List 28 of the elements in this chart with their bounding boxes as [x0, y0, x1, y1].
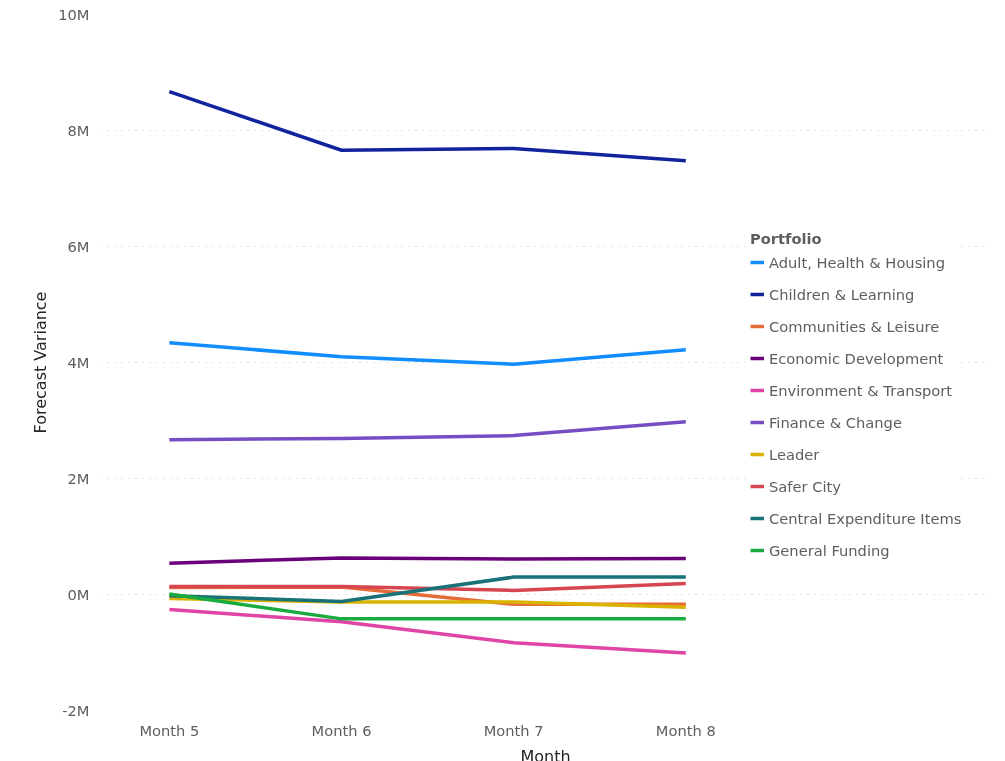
legend-label: Environment & Transport [769, 380, 953, 400]
y-tick-label: 2M [67, 470, 90, 487]
x-tick-label: Month 8 [655, 721, 716, 739]
x-tick-label: Month 7 [483, 721, 544, 739]
y-axis-title: Forecast Variance [31, 291, 51, 434]
y-tick-label: 4M [67, 354, 90, 371]
y-tick-label: 0M [67, 586, 90, 603]
x-axis-title: Month [520, 746, 571, 761]
y-tick-label: 10M [58, 6, 90, 23]
line-series [167, 419, 688, 442]
legend-label: Central Expenditure Items [769, 508, 962, 528]
legend-label: Safer City [769, 476, 841, 496]
y-tick-label: 6M [67, 238, 90, 255]
x-tick-label: Month 5 [139, 721, 200, 739]
legend-label: Children & Learning [769, 284, 915, 304]
legend-label: Economic Development [769, 348, 944, 368]
x-tick-label: Month 6 [311, 721, 372, 739]
legend-label: Finance & Change [769, 412, 902, 432]
line-series [167, 607, 688, 655]
y-tick-label: 8M [67, 122, 90, 139]
legend-title: Portfolio [750, 230, 823, 247]
legend-label: Adult, Health & Housing [769, 252, 945, 272]
legend-label: Leader [769, 444, 820, 464]
y-tick-label: -2M [62, 702, 90, 719]
line-series [167, 341, 688, 366]
line-series [167, 89, 688, 163]
legend-label: Communities & Leisure [769, 316, 940, 336]
legend-label: General Funding [769, 540, 890, 560]
